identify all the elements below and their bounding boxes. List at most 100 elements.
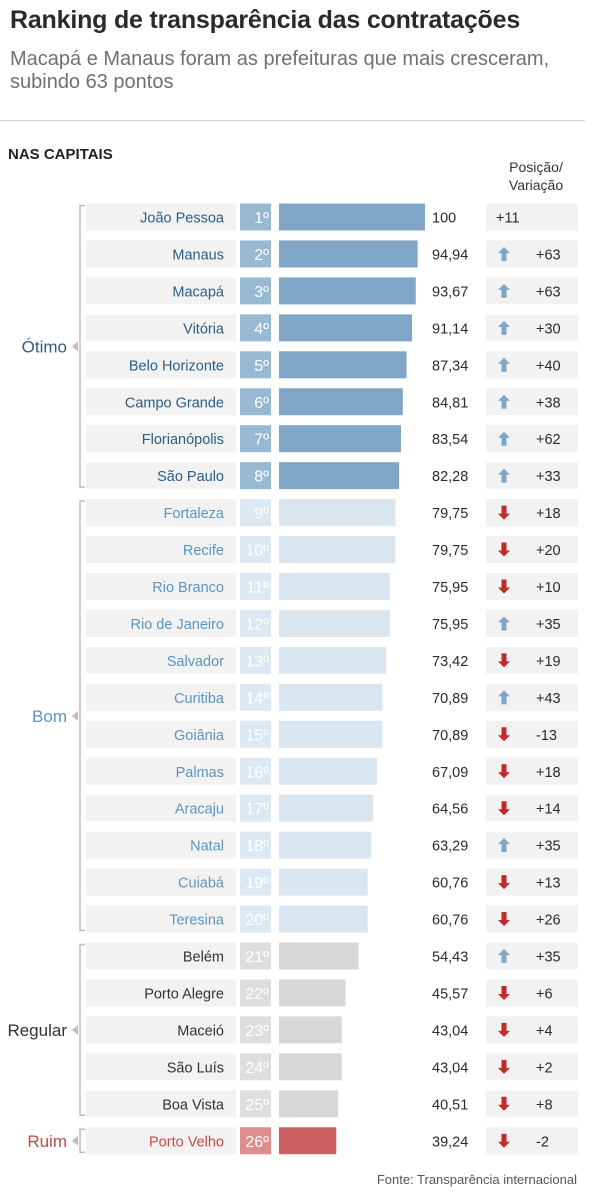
rank-label: 17º — [245, 801, 269, 818]
rank-label: 3º — [254, 284, 269, 301]
score-bar — [279, 573, 390, 600]
city-label: Campo Grande — [125, 395, 224, 411]
variation-background — [486, 646, 578, 674]
bracket-pointer-icon — [72, 710, 78, 721]
arrow-up-icon — [498, 246, 510, 261]
city-row-background — [86, 794, 236, 822]
score-bar — [279, 868, 368, 896]
city-row-background — [86, 609, 236, 637]
rank-label: 20º — [245, 912, 269, 929]
rank-badge — [240, 794, 271, 822]
rank-label: 9º — [254, 506, 269, 523]
city-row-background — [86, 1090, 236, 1118]
score-bar — [279, 1090, 339, 1118]
score-value: 43,04 — [432, 1023, 468, 1039]
score-value: 75,95 — [432, 580, 468, 596]
arrow-down-icon — [498, 1059, 510, 1074]
rank-badge — [240, 683, 271, 711]
arrow-up-icon — [498, 320, 510, 335]
variation-background — [486, 1127, 578, 1155]
score-value: 70,89 — [432, 691, 468, 707]
chart-subtitle: Macapá e Manaus foram as prefeituras que… — [10, 48, 550, 93]
score-value: 40,51 — [432, 1097, 468, 1113]
rank-label: 10º — [245, 543, 269, 560]
rank-badge — [240, 573, 271, 600]
variation-value: +19 — [536, 654, 561, 670]
arrow-up-icon — [498, 431, 510, 446]
city-label: Vitória — [183, 321, 225, 337]
score-value: 75,95 — [432, 617, 468, 633]
variation-value: +4 — [536, 1023, 553, 1039]
score-bar — [279, 979, 346, 1007]
score-bar — [279, 1053, 342, 1081]
score-value: 84,81 — [432, 395, 468, 411]
score-bar — [279, 499, 396, 527]
score-bar — [279, 240, 418, 268]
arrow-down-icon — [498, 764, 510, 779]
score-bar — [279, 388, 403, 416]
arrow-up-icon — [498, 690, 510, 705]
score-value: 63,29 — [432, 839, 468, 855]
variation-value: +33 — [536, 469, 561, 485]
city-row-background — [86, 388, 236, 416]
rank-label: 24º — [245, 1060, 269, 1077]
rank-badge — [240, 425, 271, 453]
score-bar — [279, 1127, 337, 1155]
city-row-background — [86, 1053, 236, 1081]
city-label: São Paulo — [157, 469, 224, 485]
variation-value: -2 — [536, 1134, 549, 1150]
city-label: Natal — [190, 839, 224, 855]
variation-background — [486, 388, 578, 416]
city-row-background — [86, 646, 236, 674]
variation-background — [486, 609, 578, 637]
city-row-background — [86, 720, 236, 748]
variation-background — [486, 425, 578, 453]
variation-value: +30 — [536, 321, 561, 337]
rank-badge — [240, 277, 271, 305]
variation-background — [486, 277, 578, 305]
variation-background — [486, 794, 578, 822]
rank-badge — [240, 609, 271, 637]
rank-label: 25º — [245, 1097, 269, 1114]
variation-background — [486, 683, 578, 711]
group-label: Regular — [7, 1021, 67, 1040]
city-label: Belém — [183, 950, 224, 966]
rank-label: 2º — [254, 247, 269, 264]
city-row-background — [86, 203, 236, 231]
variation-value: +20 — [536, 543, 561, 559]
rank-badge — [240, 388, 271, 416]
rank-badge — [240, 1090, 271, 1118]
rank-badge — [240, 757, 271, 785]
city-row-background — [86, 868, 236, 896]
variation-background — [486, 240, 578, 268]
rank-badge — [240, 462, 271, 490]
city-label: Porto Velho — [149, 1134, 224, 1150]
score-bar — [279, 683, 383, 711]
score-value: 79,75 — [432, 543, 468, 559]
score-value: 39,24 — [432, 1134, 468, 1150]
rank-label: 5º — [254, 358, 269, 375]
variation-value: +6 — [536, 986, 553, 1002]
variation-value: +18 — [536, 506, 561, 522]
variation-background — [486, 868, 578, 896]
rank-badge — [240, 536, 271, 564]
variation-value: +2 — [536, 1060, 553, 1076]
variation-background — [486, 1053, 578, 1081]
city-row-background — [86, 462, 236, 490]
city-label: Aracaju — [175, 802, 224, 818]
variation-background — [486, 831, 578, 859]
rank-label: 11º — [247, 580, 270, 597]
variation-value: +62 — [536, 432, 561, 448]
variation-value: +11 — [496, 211, 520, 227]
rank-badge — [240, 314, 271, 342]
city-label: Maceió — [177, 1023, 224, 1039]
rank-badge — [240, 1016, 271, 1044]
score-value: 87,34 — [432, 358, 468, 374]
score-bar — [279, 314, 413, 342]
variation-value: +14 — [536, 802, 561, 818]
header-divider — [0, 120, 585, 121]
variation-value: +18 — [536, 765, 561, 781]
city-row-background — [86, 573, 236, 600]
rank-badge — [240, 720, 271, 748]
variation-value: +63 — [536, 247, 561, 263]
